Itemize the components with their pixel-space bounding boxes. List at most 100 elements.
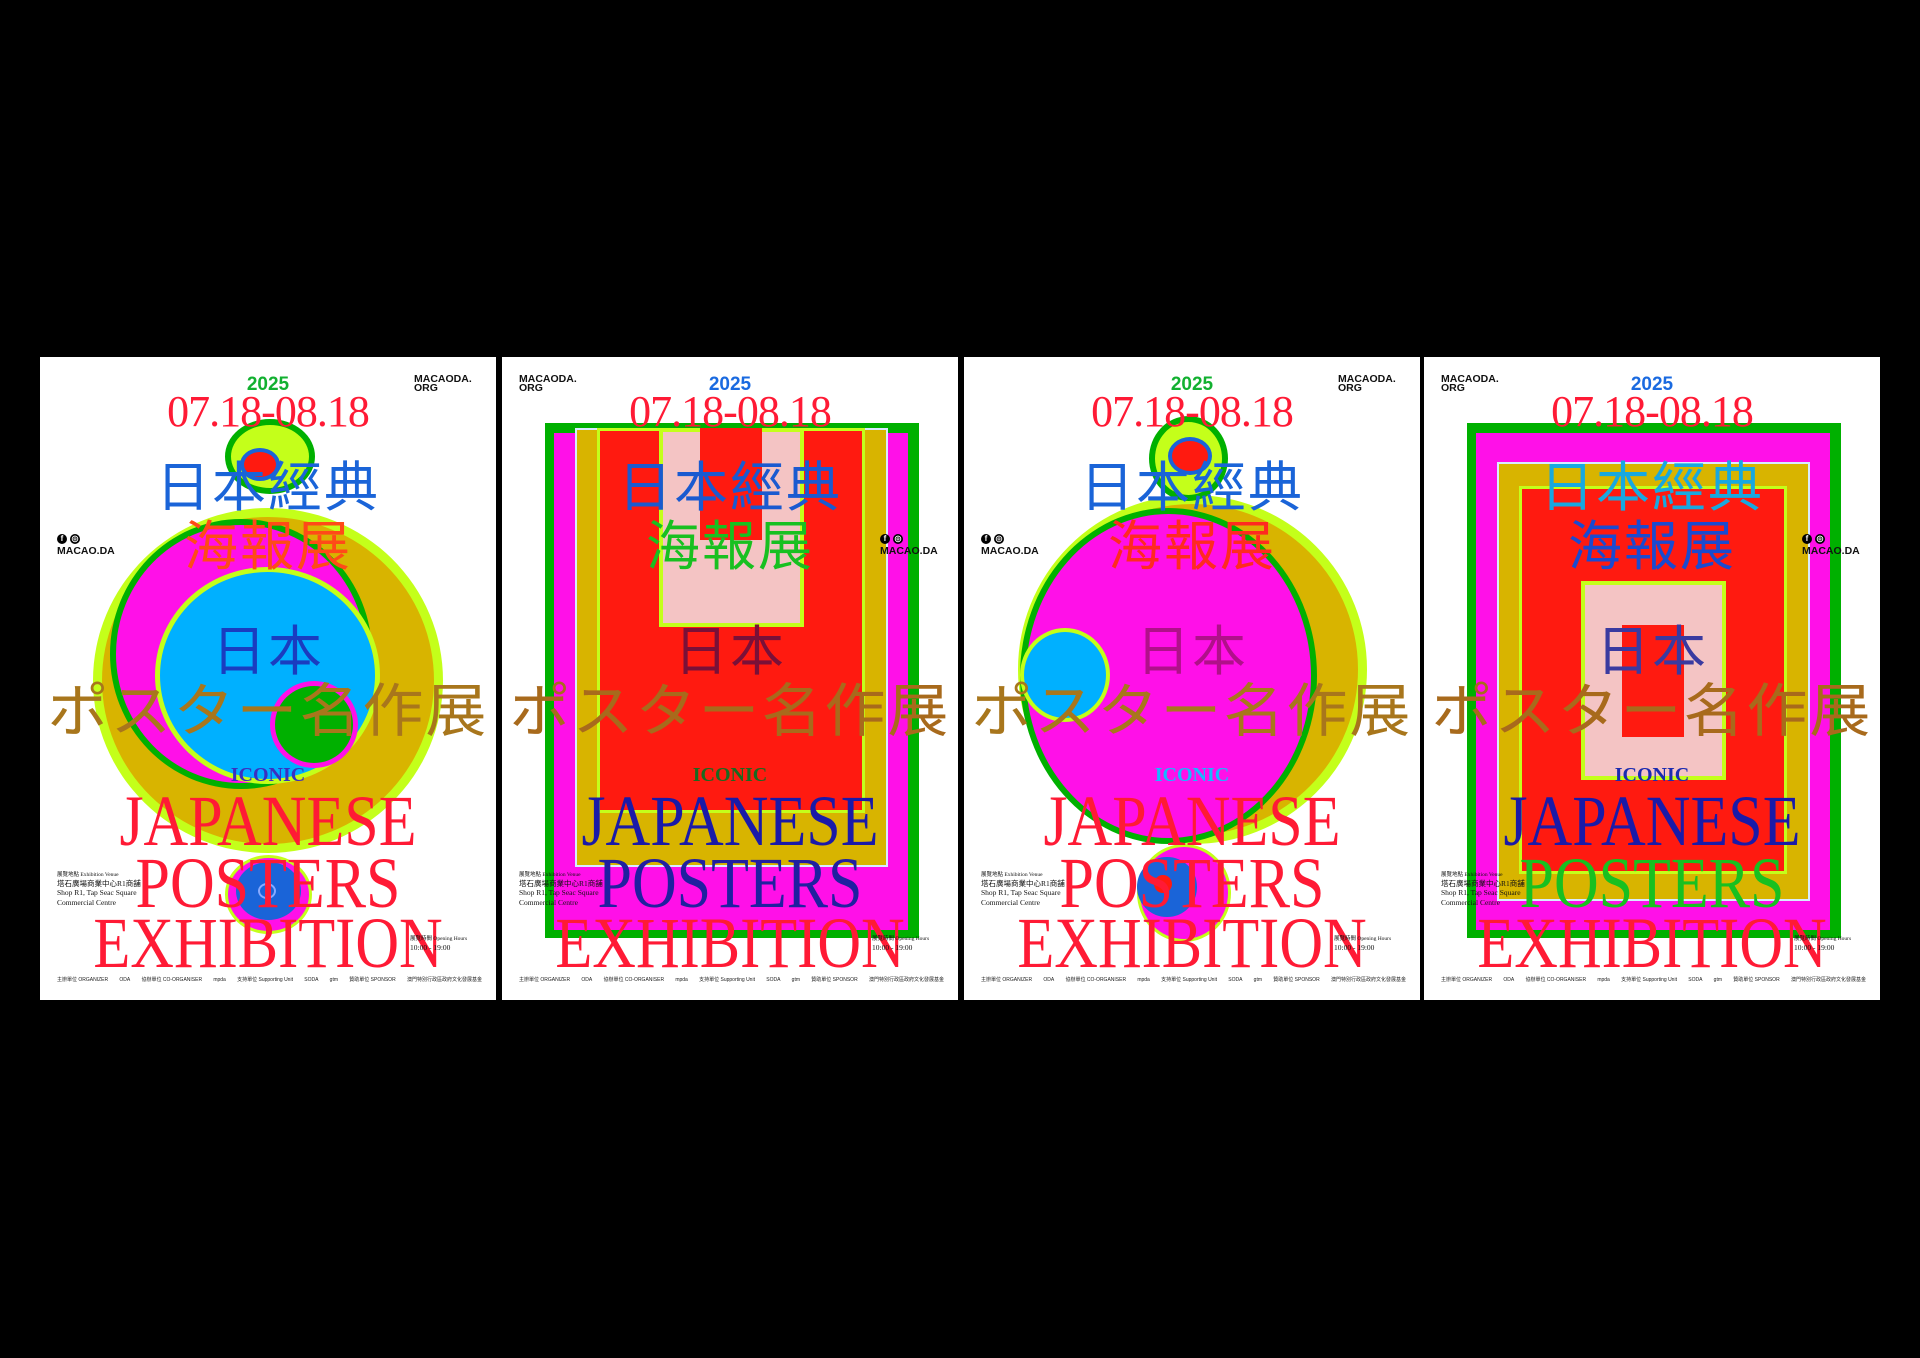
logo-item: 協辦單位 CO-ORGANISER [603,977,665,983]
social-icons: f ◎ [981,534,1039,544]
sponsor-logos: 主辦單位 ORGANIZER ODA 協辦單位 CO-ORGANISER mpda 支持… [519,976,944,984]
logo-item: mpda [675,976,688,983]
exhibition-dates: 07.18-08.18 [629,387,832,436]
venue-en-line2: Commercial Centre [1441,897,1500,907]
iconic-label: ICONIC [692,764,768,786]
title-zh-line1: 日本經典 [1540,456,1764,519]
venue-info: 展覽地點 Exhibition Venue 塔石廣場商業中心R1商舖 Shop R1… [57,872,141,907]
logo-item: SODA [1688,976,1703,983]
red-inner-block [700,428,762,540]
social-block: f ◎ MACAO.DA [880,534,938,557]
title-jp-line2: ポスター名作展 [509,677,951,745]
title-en-line2: POSTERS [135,843,401,923]
logo-item: 贊助單位 SPONSOR [811,977,858,983]
logo-item: gtm [1253,976,1263,983]
exhibition-dates: 07.18-08.18 [1551,387,1754,436]
social-icons: f ◎ [57,534,115,544]
hours-label: 展覽時間 Opening Hours [1794,936,1852,942]
title-jp-line2: ポスター名作展 [971,677,1413,745]
social-icons: f ◎ [1802,534,1860,544]
logo-item: 主辦單位 ORGANIZER [981,977,1033,983]
title-zh-line1: 日本經典 [156,456,380,519]
logo-item: 澳門特別行政區政府文化發展基金 [406,977,482,983]
red-dot-circle [1168,437,1212,475]
website-url: MACAODA. ORG [1338,373,1396,395]
hours-value: 10:00 - 19:00 [1334,942,1375,952]
logo-item: 支持單位 Supporting Unit [1161,977,1217,983]
title-zh-line2: 海報展 [184,515,352,578]
venue-label: 展覽地點 Exhibition Venue [981,872,1043,878]
website-url: MACAODA. ORG [519,373,577,395]
opening-hours: 展覽時間 Opening Hours 10:00 - 19:00 [872,936,929,952]
logo-item: SODA [304,976,319,983]
logo-item: 贊助單位 SPONSOR [1273,977,1320,983]
logo-item: 贊助單位 SPONSOR [1733,977,1780,983]
venue-info: 展覽地點 Exhibition Venue 塔石廣場商業中心R1商舖 Shop R1… [519,872,603,907]
venue-zh: 塔石廣場商業中心R1商舖 [1441,878,1525,888]
bottom-red-dot [1154,875,1172,893]
title-zh-line1: 日本經典 [618,456,842,519]
social-handle: MACAO.DA [981,545,1039,557]
logo-item: 主辦單位 ORGANIZER [1441,977,1493,983]
social-block: f ◎ MACAO.DA [1802,534,1860,557]
year: 2025 [1630,374,1674,395]
title-jp-line2: ポスター名作展 [47,677,489,745]
website-url: MACAODA. ORG [414,373,472,395]
social-block: f ◎ MACAO.DA [57,534,115,557]
venue-en-line1: Shop R1, Tap Seac Square [519,888,599,898]
facebook-icon: f [57,534,67,544]
venue-en-line2: Commercial Centre [519,897,578,907]
logo-item: mpda [213,976,226,983]
instagram-icon: ◎ [893,534,903,544]
poster: 2025 07.18-08.18 MACAODA. ORG f ◎ MACAO.DA 日本經… [964,357,1420,1000]
title-en-line2: POSTERS [1519,843,1785,923]
venue-label: 展覽地點 Exhibition Venue [57,872,119,878]
iconic-label: ICONIC [1614,764,1690,786]
green-dot-circle [270,681,358,768]
opening-hours: 展覽時間 Opening Hours 10:00 - 19:00 [1794,936,1851,952]
year: 2025 [708,374,752,395]
social-handle: MACAO.DA [880,545,938,557]
instagram-icon: ◎ [70,534,80,544]
logo-item: gtm [329,976,339,983]
logo-item: gtm [1713,976,1723,983]
instagram-icon: ◎ [1815,534,1825,544]
venue-zh: 塔石廣場商業中心R1商舖 [981,878,1065,888]
logo-item: 支持單位 Supporting Unit [1621,977,1677,983]
venue-zh: 塔石廣場商業中心R1商舖 [57,878,141,888]
poster: 2025 07.18-08.18 MACAODA. ORG f ◎ MACAO.DA 日本經… [502,357,958,1000]
year: 2025 [1170,374,1214,395]
hours-label: 展覽時間 Opening Hours [1334,936,1392,942]
logo-item: 協辦單位 CO-ORGANISER [141,977,203,983]
title-jp-line1: 日本 [1136,620,1248,683]
social-block: f ◎ MACAO.DA [981,534,1039,557]
title-en-line3: EXHIBITION [93,903,443,983]
logo-item: ODA [581,976,593,983]
title-en-line1: JAPANESE [119,781,417,861]
red-dot-circle [240,448,280,481]
social-icons: f ◎ [880,534,938,544]
title-en-line2: POSTERS [1059,843,1325,923]
instagram-icon: ◎ [994,534,1004,544]
title-zh-line2: 海報展 [646,515,814,578]
logo-item: 支持單位 Supporting Unit [237,977,293,983]
sponsor-logos: 主辦單位 ORGANIZER ODA 協辦單位 CO-ORGANISER mpda 支持… [1441,976,1866,984]
facebook-icon: f [1802,534,1812,544]
logo-item: mpda [1597,976,1610,983]
title-en-line1: JAPANESE [1503,781,1801,861]
website-url: MACAODA. ORG [1441,373,1499,395]
logo-item: SODA [766,976,781,983]
logo-item: 主辦單位 ORGANIZER [57,977,109,983]
title-en-line1: JAPANESE [581,781,879,861]
poster: 2025 07.18-08.18 MACAODA. ORG f ◎ MACAO.DA 日本經… [40,357,496,1000]
logo-item: 澳門特別行政區政府文化發展基金 [868,977,944,983]
venue-en-line1: Shop R1, Tap Seac Square [981,888,1061,898]
social-handle: MACAO.DA [1802,545,1860,557]
title-en-line3: EXHIBITION [1017,903,1367,983]
iconic-label: ICONIC [230,764,306,786]
logo-item: 支持單位 Supporting Unit [699,977,755,983]
hours-value: 10:00 - 19:00 [1794,942,1835,952]
logo-item: ODA [1503,976,1515,983]
sponsor-logos: 主辦單位 ORGANIZER ODA 協辦單位 CO-ORGANISER mpda 支持… [57,976,482,984]
social-handle: MACAO.DA [57,545,115,557]
